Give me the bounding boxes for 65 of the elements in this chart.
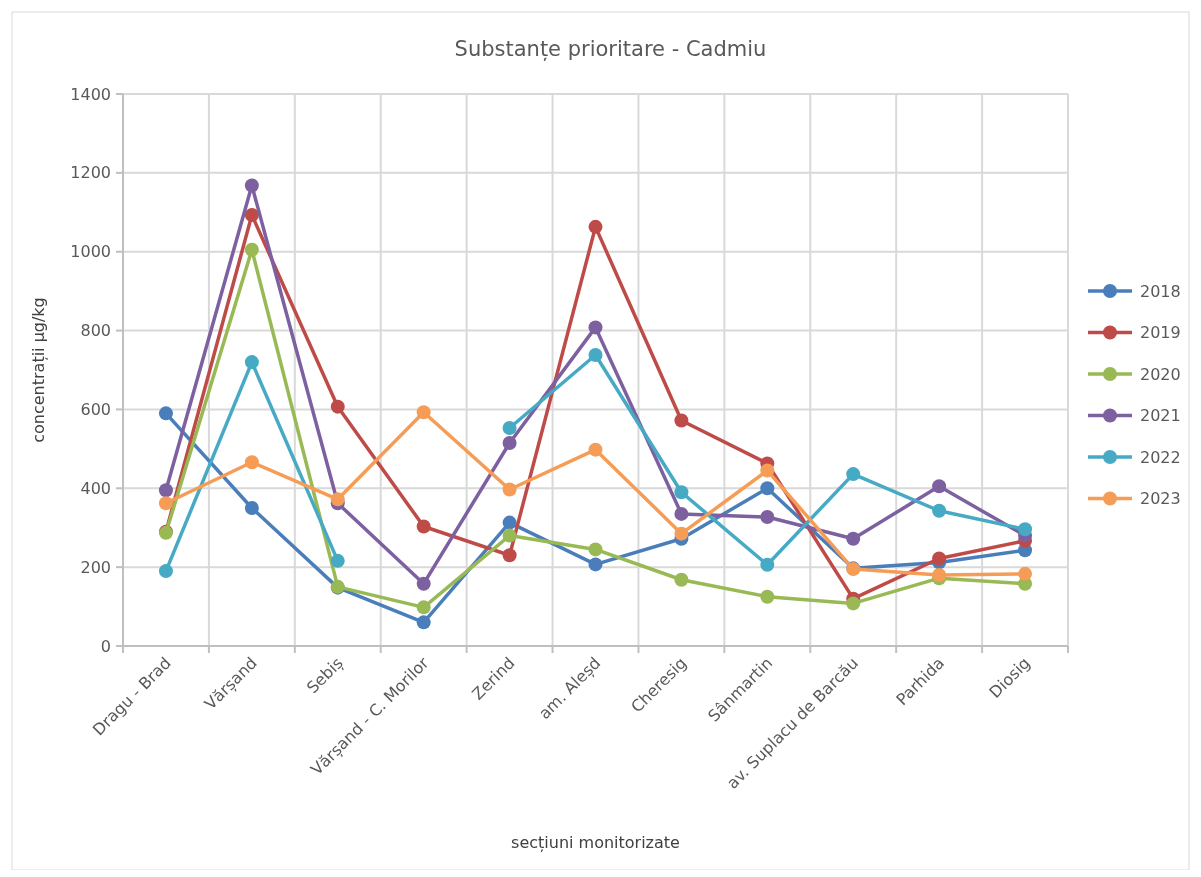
y-tick-label: 600	[80, 400, 111, 420]
point	[846, 531, 861, 546]
point	[760, 481, 775, 496]
point	[588, 442, 603, 457]
point	[158, 496, 173, 511]
point	[1018, 566, 1033, 581]
point	[502, 515, 517, 530]
legend-label: 2021	[1140, 406, 1181, 426]
point	[158, 564, 173, 579]
point	[846, 467, 861, 482]
point	[244, 242, 259, 257]
point	[244, 501, 259, 515]
legend-label: 2019	[1140, 323, 1181, 343]
y-tick-label: 400	[80, 478, 111, 498]
point	[760, 463, 775, 478]
point	[502, 420, 517, 435]
point	[588, 557, 603, 572]
y-tick-label: 200	[80, 557, 111, 577]
point	[674, 485, 689, 500]
chart-title: Substanțe prioritare - Cadmiu	[454, 37, 767, 61]
point	[416, 615, 431, 630]
point	[502, 482, 517, 497]
point	[244, 178, 259, 193]
legend-label: 2020	[1140, 364, 1181, 384]
point	[330, 399, 345, 414]
point	[674, 413, 689, 428]
y-tick-label: 1400	[70, 84, 111, 104]
point	[158, 483, 173, 498]
point	[244, 355, 259, 370]
point	[760, 589, 775, 604]
point	[244, 455, 259, 470]
point	[588, 320, 603, 335]
y-tick-label: 1200	[70, 163, 111, 183]
y-tick-label: 800	[80, 321, 111, 341]
point	[674, 506, 689, 521]
point	[158, 406, 173, 421]
point	[588, 219, 603, 234]
point	[330, 492, 345, 507]
point	[846, 596, 861, 611]
point	[330, 553, 345, 568]
y-tick-label: 0	[100, 636, 111, 656]
legend-label: 2023	[1140, 489, 1181, 509]
legend-label: 2022	[1140, 447, 1181, 467]
legend-label: 2018	[1140, 281, 1181, 301]
point	[674, 526, 689, 541]
point	[416, 519, 431, 534]
point	[588, 542, 603, 557]
point	[416, 405, 431, 420]
point	[674, 572, 689, 587]
point	[1018, 522, 1033, 537]
y-tick-label: 1000	[70, 242, 111, 262]
point	[502, 528, 517, 543]
x-axis-title: secțiuni monitorizate	[511, 833, 680, 852]
y-axis-title: concentrații µg/kg	[29, 297, 48, 443]
point	[502, 548, 517, 563]
point	[760, 557, 775, 572]
point	[244, 208, 259, 223]
point	[932, 503, 947, 518]
point	[416, 600, 431, 615]
point	[932, 551, 947, 566]
point	[588, 348, 603, 363]
point	[416, 576, 431, 591]
point	[932, 479, 947, 494]
point	[760, 510, 775, 525]
point	[502, 435, 517, 450]
